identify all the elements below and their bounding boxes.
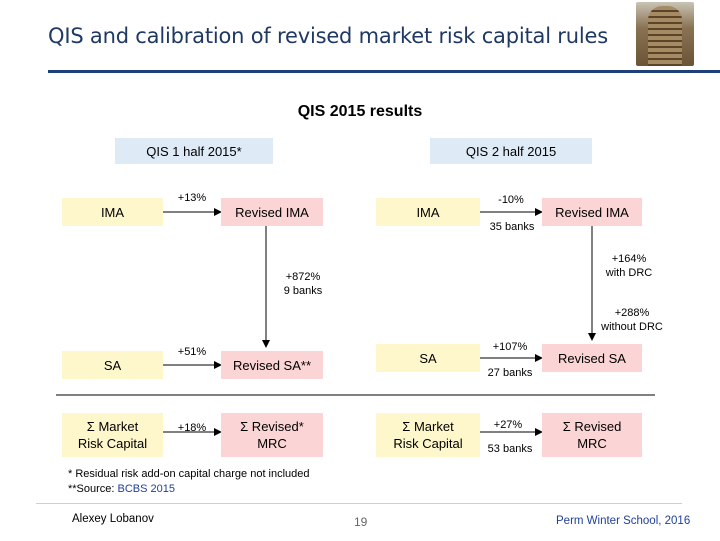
qis2-ima-box: IMA [376,198,480,226]
qis1-sa-box: SA [62,351,163,379]
qis2-sa-box: SA [376,344,480,372]
qis1-sa-change: +51% [177,346,207,358]
footer-page-number: 19 [354,515,368,529]
qis2-sa-banks: 27 banks [487,367,533,379]
diagram-subtitle: QIS 2015 results [297,103,423,120]
qis2-ima-change: -10% [498,194,524,206]
qis2-mrc-change: +27% [493,419,523,431]
qis2-mrc-banks: 53 banks [487,443,533,455]
qis2-drc-without-change: +288% without DRC [601,307,663,333]
qis1-revised-mrc-box: Σ Revised* MRC [221,413,323,457]
qis2-revised-mrc-box: Σ Revised MRC [542,413,642,457]
qis2-revised-sa-box: Revised SA [542,344,642,372]
qis1-cross-change: +872% 9 banks [283,271,323,297]
slide-title: QIS and calibration of revised market ri… [48,24,608,48]
footer-author: Alexey Lobanov [72,513,154,525]
qis1-revised-sa-box: Revised SA** [221,351,323,379]
footer-event: Perm Winter School, 2016 [556,515,691,527]
title-divider [48,70,720,73]
source-link[interactable]: BCBS 2015 [117,483,176,495]
qis2-header: QIS 2 half 2015 [430,138,592,164]
qis1-market-risk-capital-box: Σ Market Risk Capital [62,413,163,457]
qis2-market-risk-capital-box: Σ Market Risk Capital [376,413,480,457]
building-logo-image [636,2,694,66]
footnote-source: **Source: BCBS 2015 [68,483,176,495]
qis1-header: QIS 1 half 2015* [115,138,273,164]
footnote-residual-risk: * Residual risk add-on capital charge no… [68,468,310,480]
qis2-ima-banks: 35 banks [489,221,535,233]
qis1-mrc-change: +18% [177,422,207,434]
qis2-drc-with-change: +164% with DRC [605,253,653,279]
qis1-revised-ima-box: Revised IMA [221,198,323,226]
qis1-ima-box: IMA [62,198,163,226]
footnotes: * Residual risk add-on capital charge no… [68,467,310,497]
qis2-sa-change: +107% [492,341,528,353]
qis1-ima-change: +13% [177,192,207,204]
qis2-revised-ima-box: Revised IMA [542,198,642,226]
footer-divider [36,503,682,541]
